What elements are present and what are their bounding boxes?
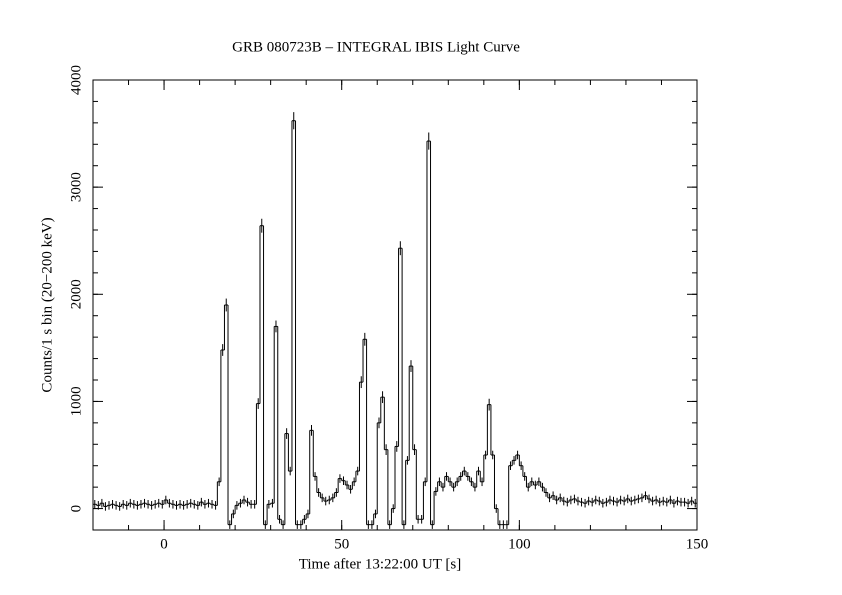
- y-tick-label: 0: [68, 505, 84, 512]
- chart-title: GRB 080723B – INTEGRAL IBIS Light Curve: [232, 39, 520, 55]
- y-tick-label: 2000: [68, 279, 84, 309]
- y-tick-label: 4000: [68, 65, 84, 95]
- y-tick-label: 3000: [68, 172, 84, 202]
- x-tick-label: 150: [686, 536, 709, 552]
- x-tick-label: 100: [508, 536, 531, 552]
- step-connectors: [96, 120, 694, 525]
- y-axis-label: Counts/1 s bin (20−200 keV): [39, 217, 55, 392]
- y-tick-label: 1000: [68, 386, 84, 416]
- plot-frame: [92, 79, 698, 531]
- x-tick-label: 50: [334, 536, 349, 552]
- x-tick-label: 0: [160, 536, 168, 552]
- x-axis-label: Time after 13:22:00 UT [s]: [299, 556, 462, 572]
